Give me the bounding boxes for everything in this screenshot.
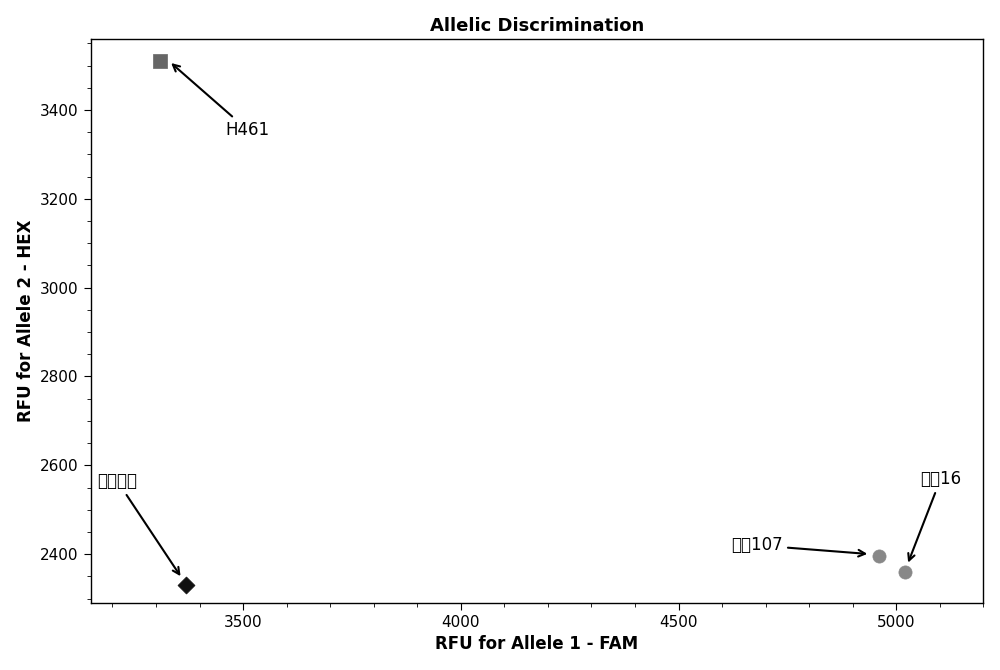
Point xyxy=(871,551,887,561)
Text: 川麦107: 川麦107 xyxy=(731,536,865,557)
Text: 空白对照: 空白对照 xyxy=(97,472,179,574)
Point xyxy=(152,56,168,66)
X-axis label: RFU for Allele 1 - FAM: RFU for Allele 1 - FAM xyxy=(435,635,639,653)
Title: Allelic Discrimination: Allelic Discrimination xyxy=(430,17,644,35)
Point xyxy=(178,580,194,590)
Text: H461: H461 xyxy=(173,64,270,139)
Y-axis label: RFU for Allele 2 - HEX: RFU for Allele 2 - HEX xyxy=(17,220,35,422)
Point xyxy=(897,567,913,578)
Text: 川冖16: 川冖16 xyxy=(908,470,961,561)
